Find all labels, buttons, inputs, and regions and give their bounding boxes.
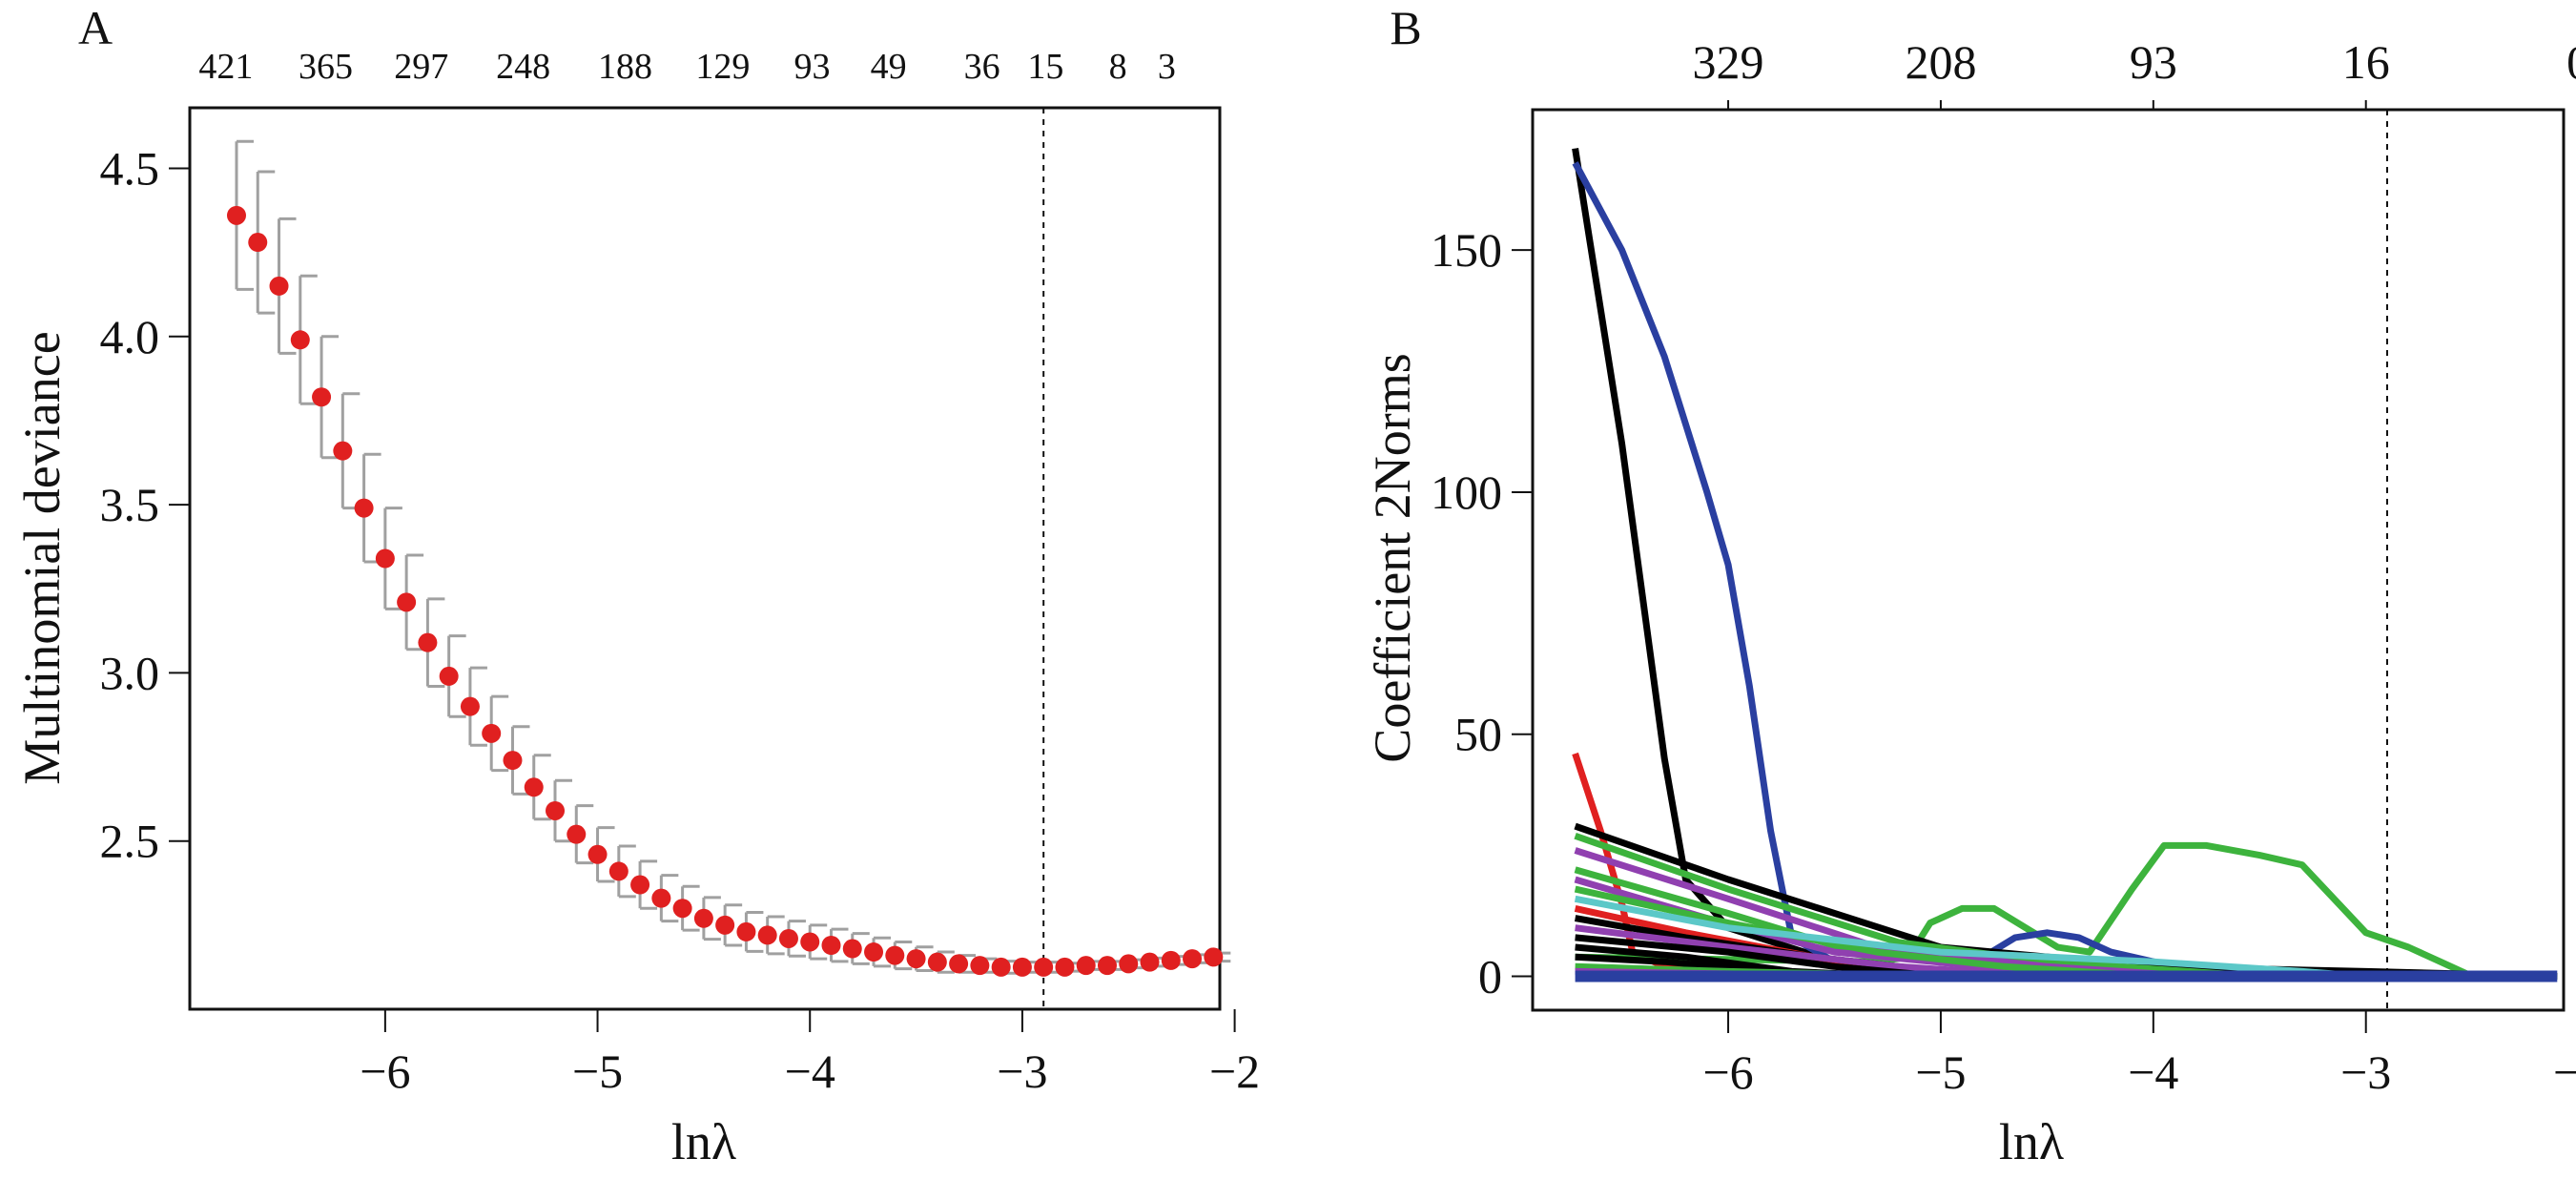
data-point [949, 954, 969, 974]
x-axis-title-a: lnλ [671, 1113, 736, 1170]
data-point [290, 330, 310, 350]
panel-label-a: A [78, 1, 113, 54]
data-point [778, 928, 798, 948]
data-point [630, 875, 650, 895]
top-axis-label: 93 [793, 47, 830, 87]
data-point [1055, 957, 1075, 977]
panel-label-b: B [1390, 1, 1421, 54]
data-point [418, 632, 438, 652]
data-point [397, 592, 417, 612]
x-tick-label: −3 [997, 1045, 1047, 1098]
y-tick-label: 3.5 [100, 478, 160, 531]
x-tick-label: −2 [2553, 1045, 2576, 1099]
data-point [375, 548, 395, 569]
x-tick-label: −6 [1702, 1045, 1753, 1099]
data-point [439, 666, 459, 686]
data-point [651, 888, 671, 908]
data-point [885, 945, 905, 965]
top-axis-label: 36 [964, 47, 1000, 87]
data-point [842, 939, 862, 959]
data-point [333, 441, 353, 461]
data-point [1161, 950, 1181, 970]
x-tick-label: −6 [360, 1045, 410, 1098]
data-point [906, 949, 926, 969]
panel-b: B Coefficient 2Norms lnλ −6 −5 −4 −3 −2 0 50 10… [1364, 1, 2576, 1170]
top-axis-label: 8 [1109, 47, 1127, 87]
x-tick-label: −4 [785, 1045, 835, 1098]
top-axis-label: 188 [598, 47, 652, 87]
coefficient-path-green-2 [1574, 832, 2260, 980]
data-point [970, 956, 990, 976]
y-tick-label: 2.5 [100, 815, 160, 868]
data-point [1034, 957, 1054, 977]
data-point [248, 233, 268, 253]
top-axis-label: 93 [2130, 35, 2177, 89]
data-point [864, 942, 884, 962]
data-point [1204, 947, 1224, 967]
top-axis-label: 365 [299, 47, 353, 87]
top-axis-label: 129 [695, 47, 750, 87]
data-point [736, 921, 756, 941]
y-tick-label: 4.0 [100, 310, 160, 363]
data-point [1012, 957, 1032, 977]
x-axis-title-b: lnλ [1999, 1113, 2064, 1170]
y-tick-label: 50 [1454, 708, 1502, 761]
data-point [354, 498, 374, 518]
data-point [312, 387, 332, 407]
top-axis-label: 208 [1905, 35, 1976, 89]
top-axis-label: 297 [394, 47, 448, 87]
y-tick-label: 3.0 [100, 646, 160, 699]
data-point [1076, 956, 1096, 976]
data-point [1119, 954, 1139, 974]
data-point [460, 696, 480, 716]
x-tick-label: −5 [1915, 1045, 1966, 1099]
x-tick-label: −5 [572, 1045, 623, 1098]
plot-frame [1531, 108, 2566, 1012]
data-point [672, 899, 692, 919]
data-point [991, 957, 1011, 977]
data-point [269, 276, 289, 296]
data-point [1097, 956, 1117, 976]
top-axis-label: 0 [2566, 35, 2576, 89]
y-axis-title-b: Coefficient 2Norms [1364, 353, 1421, 762]
data-point [715, 915, 735, 935]
top-axis-label: 329 [1693, 35, 1764, 89]
data-point [693, 908, 713, 928]
data-point [800, 932, 820, 952]
top-axis-label: 49 [871, 47, 907, 87]
x-tick-label: −2 [1209, 1045, 1260, 1098]
panel-a: A Multinomial deviance lnλ −6 −5 −4 −3 −2 2.5… [13, 1, 1260, 1170]
data-point [608, 861, 629, 881]
y-tick-label: 0 [1478, 949, 1502, 1003]
top-axis-label: 16 [2342, 35, 2390, 89]
y-tick-label: 4.5 [100, 141, 160, 195]
top-axis-label: 3 [1158, 47, 1176, 87]
data-point [503, 751, 523, 771]
top-axis-label: 15 [1027, 47, 1063, 87]
top-axis-label: 248 [496, 47, 550, 87]
y-tick-label: 150 [1431, 223, 1502, 277]
coefficient-path-green-bump [1575, 841, 2558, 980]
y-tick-label: 100 [1431, 465, 1502, 519]
data-point [587, 844, 608, 864]
data-point [482, 723, 502, 743]
data-point [1140, 952, 1160, 972]
x-tick-label: −3 [2340, 1045, 2391, 1099]
data-point [1183, 949, 1203, 969]
data-point [226, 205, 246, 225]
coefficient-path-green-4 [1574, 885, 2154, 980]
data-point [821, 936, 841, 956]
data-point [757, 925, 777, 945]
data-point [567, 824, 587, 844]
data-point [524, 777, 544, 797]
data-point [546, 800, 566, 820]
plot-frame [188, 106, 1222, 1011]
top-axis-label: 421 [198, 47, 253, 87]
x-tick-label: −4 [2128, 1045, 2178, 1099]
y-axis-title-a: Multinomial deviance [13, 331, 71, 784]
data-point [927, 952, 947, 972]
